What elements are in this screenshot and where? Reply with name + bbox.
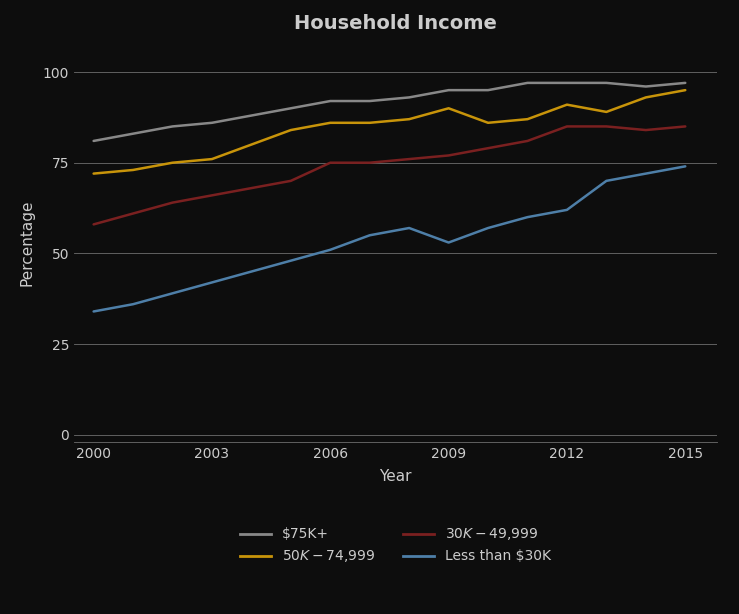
$50K - $74,999 <box>444 104 453 112</box>
$30K - $49,999 <box>287 177 296 185</box>
$75K+ <box>89 138 98 145</box>
$75K+ <box>168 123 177 130</box>
Less than $30K <box>168 290 177 297</box>
Less than $30K <box>444 239 453 246</box>
$50K - $74,999 <box>483 119 492 126</box>
Line: $75K+: $75K+ <box>94 83 685 141</box>
$75K+ <box>602 79 611 87</box>
$30K - $49,999 <box>89 220 98 228</box>
$75K+ <box>483 87 492 94</box>
X-axis label: Year: Year <box>379 469 412 484</box>
$50K - $74,999 <box>208 155 217 163</box>
$50K - $74,999 <box>168 159 177 166</box>
$50K - $74,999 <box>89 170 98 177</box>
$75K+ <box>129 130 137 138</box>
$50K - $74,999 <box>405 115 414 123</box>
$30K - $49,999 <box>444 152 453 159</box>
$75K+ <box>641 83 650 90</box>
Less than $30K <box>483 224 492 231</box>
$75K+ <box>326 98 335 105</box>
$30K - $49,999 <box>168 199 177 206</box>
Less than $30K <box>326 246 335 254</box>
$30K - $49,999 <box>681 123 689 130</box>
Y-axis label: Percentage: Percentage <box>19 200 34 286</box>
$30K - $49,999 <box>641 126 650 134</box>
Less than $30K <box>523 214 532 221</box>
Less than $30K <box>208 279 217 286</box>
$75K+ <box>681 79 689 87</box>
$75K+ <box>247 112 256 119</box>
$30K - $49,999 <box>405 155 414 163</box>
$50K - $74,999 <box>129 166 137 174</box>
$50K - $74,999 <box>287 126 296 134</box>
$50K - $74,999 <box>523 115 532 123</box>
$30K - $49,999 <box>365 159 374 166</box>
Less than $30K <box>247 268 256 275</box>
$30K - $49,999 <box>247 184 256 192</box>
Less than $30K <box>562 206 571 214</box>
Line: $50K - $74,999: $50K - $74,999 <box>94 90 685 174</box>
Less than $30K <box>681 163 689 170</box>
$50K - $74,999 <box>365 119 374 126</box>
$50K - $74,999 <box>681 87 689 94</box>
$75K+ <box>287 104 296 112</box>
$75K+ <box>444 87 453 94</box>
Less than $30K <box>365 231 374 239</box>
Less than $30K <box>405 224 414 231</box>
$30K - $49,999 <box>602 123 611 130</box>
$30K - $49,999 <box>326 159 335 166</box>
Line: $30K - $49,999: $30K - $49,999 <box>94 126 685 224</box>
Less than $30K <box>89 308 98 315</box>
$50K - $74,999 <box>247 141 256 148</box>
$30K - $49,999 <box>483 144 492 152</box>
Less than $30K <box>287 257 296 265</box>
$75K+ <box>405 94 414 101</box>
$50K - $74,999 <box>562 101 571 108</box>
$30K - $49,999 <box>523 138 532 145</box>
Less than $30K <box>602 177 611 185</box>
$50K - $74,999 <box>326 119 335 126</box>
$75K+ <box>562 79 571 87</box>
$50K - $74,999 <box>602 108 611 115</box>
Line: Less than $30K: Less than $30K <box>94 166 685 311</box>
Less than $30K <box>641 170 650 177</box>
Title: Household Income: Household Income <box>294 14 497 33</box>
$50K - $74,999 <box>641 94 650 101</box>
Legend: $75K+, $50K - $74,999, $30K - $49,999, Less than $30K: $75K+, $50K - $74,999, $30K - $49,999, L… <box>234 521 556 570</box>
$75K+ <box>365 98 374 105</box>
$75K+ <box>523 79 532 87</box>
$30K - $49,999 <box>562 123 571 130</box>
$75K+ <box>208 119 217 126</box>
$30K - $49,999 <box>208 192 217 199</box>
Less than $30K <box>129 300 137 308</box>
$30K - $49,999 <box>129 210 137 217</box>
